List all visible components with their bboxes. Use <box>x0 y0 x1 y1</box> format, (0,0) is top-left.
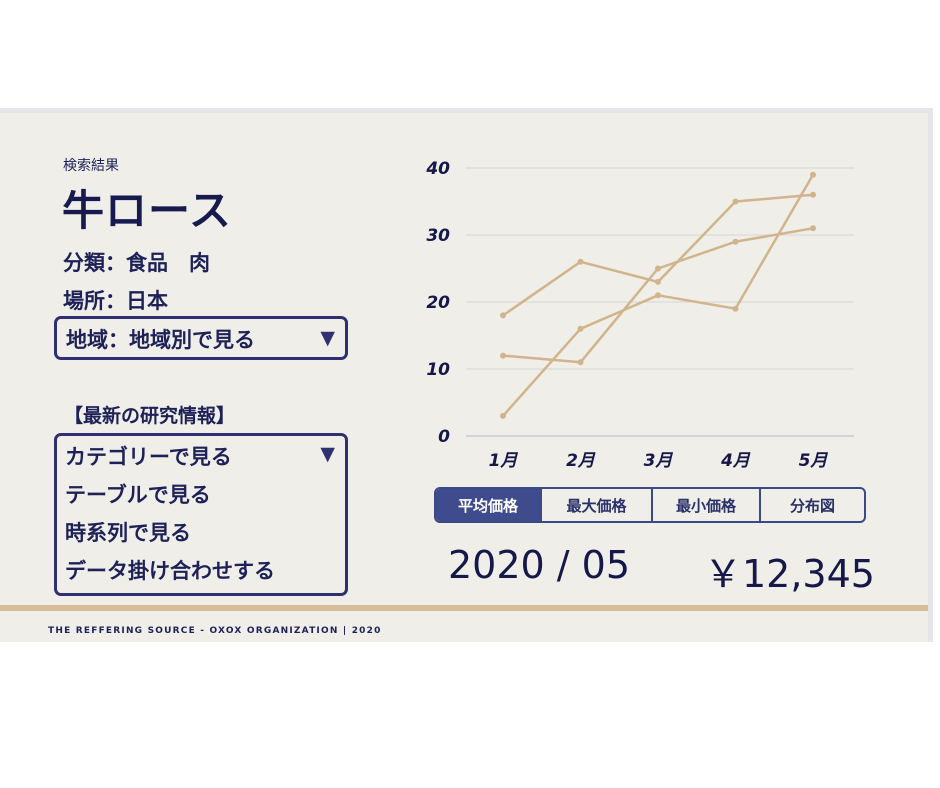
y-tick-label: 0 <box>438 427 450 447</box>
y-tick-label: 20 <box>426 293 450 313</box>
menu-item-category[interactable]: カテゴリーで見る <box>65 445 232 469</box>
tab-distribution[interactable]: 分布図 <box>759 489 864 521</box>
chart-grid <box>466 167 854 437</box>
search-result-caption: 検索結果 <box>63 158 119 174</box>
y-tick-label: 10 <box>426 360 450 380</box>
selected-date: 2020 / 05 <box>448 543 631 587</box>
data-point <box>732 238 739 245</box>
chart-series <box>500 171 816 419</box>
footer-source: THE REFFERING SOURCE - OXOX ORGANIZATION… <box>48 626 382 636</box>
tab-max-price[interactable]: 最大価格 <box>540 489 651 521</box>
menu-item-cross-data[interactable]: データ掛け合わせする <box>65 559 275 583</box>
selected-price: ￥12,345 <box>704 552 875 596</box>
divider <box>0 605 928 611</box>
data-point <box>732 198 739 205</box>
data-point <box>810 225 816 232</box>
research-heading: 【最新の研究情報】 <box>64 405 236 427</box>
data-point <box>655 292 661 299</box>
data-point <box>655 278 661 285</box>
price-tabs: 平均価格 最大価格 最小価格 分布図 <box>434 487 866 523</box>
place-text: 場所：日本 <box>63 289 168 313</box>
y-tick-label: 30 <box>426 226 450 246</box>
region-dropdown-label: 地域：地域別で見る <box>66 328 255 352</box>
x-tick-label: 4月 <box>720 451 751 471</box>
data-point <box>500 312 506 319</box>
menu-item-timeseries[interactable]: 時系列で見る <box>65 521 191 545</box>
main-panel: 検索結果 牛ロース 分類：食品 肉 場所：日本 地域：地域別で見る ▼ 【最新の… <box>0 108 933 642</box>
data-point <box>577 359 584 366</box>
page-title: 牛ロース <box>62 186 232 235</box>
region-dropdown[interactable]: 地域：地域別で見る ▼ <box>54 316 348 360</box>
research-menu: カテゴリーで見る テーブルで見る 時系列で見る データ掛け合わせする ▼ <box>54 433 348 596</box>
y-tick-label: 40 <box>425 159 450 179</box>
chevron-down-icon[interactable]: ▼ <box>320 443 335 465</box>
x-axis-ticks: 1月 2月 3月 4月 5月 <box>489 451 829 471</box>
x-tick-label: 2月 <box>566 451 596 471</box>
data-point <box>577 258 584 265</box>
data-point <box>655 265 661 272</box>
data-point <box>810 171 816 178</box>
chevron-down-icon: ▼ <box>320 327 335 349</box>
tab-min-price[interactable]: 最小価格 <box>651 489 759 521</box>
menu-item-table[interactable]: テーブルで見る <box>65 483 211 507</box>
x-tick-label: 1月 <box>489 451 519 471</box>
data-point <box>500 352 506 359</box>
x-tick-label: 5月 <box>799 451 829 471</box>
x-tick-label: 3月 <box>644 451 674 471</box>
data-point <box>732 305 739 312</box>
data-point <box>577 325 584 332</box>
data-point <box>500 412 506 419</box>
price-line-chart: 0 10 20 30 40 1月 2月 3月 4月 5月 <box>425 159 854 471</box>
data-point <box>810 191 816 198</box>
y-axis-ticks: 0 10 20 30 40 <box>425 159 450 447</box>
category-text: 分類：食品 肉 <box>63 251 210 275</box>
tab-average-price[interactable]: 平均価格 <box>436 489 540 521</box>
